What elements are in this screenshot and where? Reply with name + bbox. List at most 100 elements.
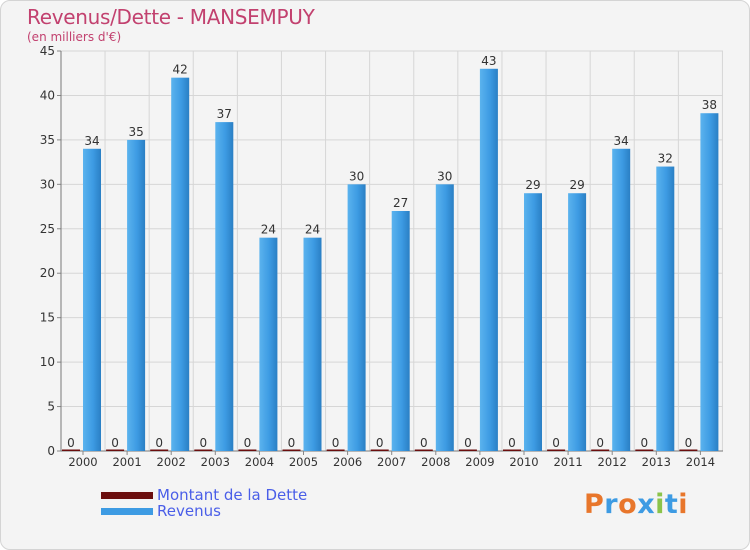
- data-label-revenus: 27: [393, 196, 408, 210]
- y-tick-label: 35: [40, 133, 55, 147]
- x-tick-label: 2004: [245, 455, 274, 469]
- data-label-dette: 0: [508, 436, 516, 450]
- data-label-revenus: 32: [658, 152, 673, 166]
- logo-letter: x: [637, 489, 656, 520]
- bar-revenus: [303, 237, 322, 451]
- x-tick-label: 2009: [465, 455, 494, 469]
- data-label-dette: 0: [420, 436, 428, 450]
- data-label-dette: 0: [244, 436, 252, 450]
- y-tick-label: 30: [40, 177, 55, 191]
- data-label-dette: 0: [155, 436, 163, 450]
- bar-revenus: [656, 166, 675, 452]
- legend-swatch-dette: [101, 491, 153, 499]
- x-tick-label: 2001: [112, 455, 141, 469]
- bar-revenus: [479, 68, 498, 452]
- bar-revenus: [612, 148, 631, 451]
- y-tick-label: 45: [40, 44, 55, 58]
- data-label-revenus: 42: [173, 63, 188, 77]
- bar-dette: [635, 449, 654, 451]
- data-label-revenus: 35: [128, 125, 143, 139]
- x-tick-label: 2008: [421, 455, 450, 469]
- data-label-dette: 0: [111, 436, 119, 450]
- bar-dette: [503, 449, 521, 451]
- chart-title: Revenus/Dette - MANSEMPUY: [27, 5, 315, 29]
- y-tick-label: 5: [47, 400, 55, 414]
- y-tick-label: 25: [40, 222, 55, 236]
- logo-letter: i: [655, 489, 665, 520]
- legend-item-dette: Montant de la Dette: [101, 486, 308, 504]
- chart-subtitle: (en milliers d'€): [27, 30, 122, 44]
- bar-revenus: [524, 193, 542, 451]
- proxiti-logo: Proxiti: [584, 489, 688, 520]
- legend-swatch-revenus: [101, 507, 153, 515]
- y-tick-label: 15: [40, 311, 55, 325]
- y-tick-label: 10: [40, 355, 55, 369]
- data-label-dette: 0: [199, 436, 207, 450]
- bar-revenus: [700, 113, 719, 451]
- logo-letter: i: [678, 489, 689, 520]
- data-label-revenus: 34: [84, 134, 99, 148]
- bar-revenus: [259, 237, 278, 451]
- x-tick-label: 2013: [642, 455, 671, 469]
- bar-dette: [326, 449, 345, 451]
- x-tick-label: 2002: [157, 455, 186, 469]
- data-label-dette: 0: [464, 436, 472, 450]
- bar-dette: [106, 449, 125, 451]
- legend: Montant de la Dette Revenus: [101, 486, 308, 520]
- data-label-dette: 0: [332, 436, 340, 450]
- data-label-revenus: 37: [217, 107, 232, 121]
- data-label-revenus: 29: [569, 178, 584, 192]
- bar-revenus: [568, 193, 587, 451]
- legend-item-revenus: Revenus: [101, 502, 307, 520]
- bar-revenus: [347, 184, 366, 452]
- data-label-dette: 0: [685, 436, 693, 450]
- x-tick-label: 2007: [377, 455, 406, 469]
- logo-letter: P: [584, 489, 605, 520]
- bar-dette: [591, 449, 610, 451]
- bar-dette: [458, 449, 477, 451]
- logo-letter: r: [604, 489, 619, 520]
- data-label-revenus: 38: [702, 98, 717, 112]
- data-label-revenus: 30: [349, 169, 364, 183]
- legend-label-revenus: Revenus: [157, 502, 221, 520]
- data-label-revenus: 30: [437, 169, 452, 183]
- logo-letter: t: [664, 489, 679, 520]
- logo-letter: o: [618, 489, 638, 520]
- data-label-revenus: 34: [614, 134, 629, 148]
- y-tick-label: 0: [47, 444, 55, 458]
- bar-dette: [679, 449, 698, 451]
- data-label-dette: 0: [552, 436, 560, 450]
- x-tick-label: 2012: [598, 455, 627, 469]
- bar-revenus: [215, 122, 234, 451]
- bar-dette: [62, 449, 80, 451]
- data-label-revenus: 29: [525, 178, 540, 192]
- data-label-dette: 0: [376, 436, 384, 450]
- data-label-revenus: 43: [481, 54, 496, 68]
- bar-dette: [150, 449, 169, 451]
- bar-dette: [370, 449, 389, 451]
- bar-revenus: [83, 148, 101, 451]
- bar-dette: [282, 449, 301, 451]
- bar-revenus: [391, 211, 410, 451]
- data-label-dette: 0: [67, 436, 75, 450]
- y-tick-label: 20: [40, 266, 55, 280]
- bar-dette: [414, 449, 433, 451]
- x-tick-label: 2010: [509, 455, 538, 469]
- data-label-revenus: 24: [305, 223, 320, 237]
- data-label-dette: 0: [596, 436, 604, 450]
- y-tick-label: 40: [40, 88, 55, 102]
- x-tick-label: 2011: [553, 455, 582, 469]
- legend-label-dette: Montant de la Dette: [157, 486, 308, 504]
- bar-dette: [238, 449, 257, 451]
- bar-revenus: [435, 184, 454, 452]
- data-label-revenus: 24: [261, 223, 276, 237]
- x-tick-label: 2000: [68, 455, 97, 469]
- x-tick-label: 2006: [333, 455, 362, 469]
- bar-dette: [194, 449, 213, 451]
- bar-revenus: [127, 139, 146, 451]
- data-label-dette: 0: [288, 436, 296, 450]
- bar-revenus: [171, 77, 190, 452]
- x-tick-label: 2014: [686, 455, 715, 469]
